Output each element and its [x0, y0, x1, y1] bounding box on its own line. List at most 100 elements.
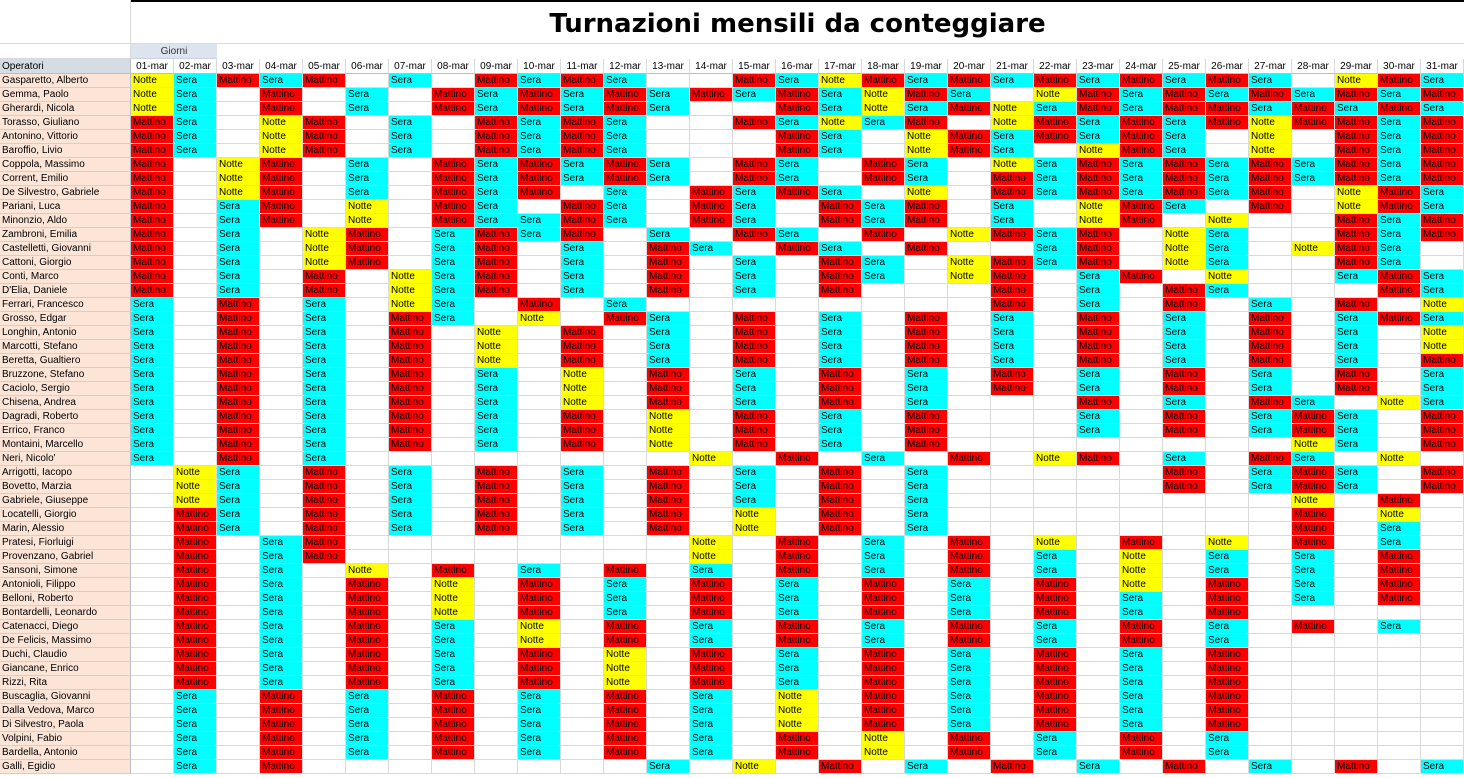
shift-cell[interactable] — [389, 620, 432, 634]
shift-cell[interactable]: Mattino — [1163, 382, 1206, 396]
shift-cell[interactable] — [174, 172, 217, 186]
shift-cell[interactable] — [647, 606, 690, 620]
shift-cell[interactable]: Notte — [1292, 494, 1335, 508]
shift-cell[interactable]: Sera — [991, 214, 1034, 228]
shift-cell[interactable] — [690, 284, 733, 298]
shift-cell[interactable] — [776, 494, 819, 508]
shift-cell[interactable] — [1335, 662, 1378, 676]
shift-cell[interactable]: Sera — [303, 382, 346, 396]
shift-cell[interactable] — [131, 466, 174, 480]
shift-cell[interactable] — [346, 452, 389, 466]
shift-cell[interactable]: Mattino — [561, 214, 604, 228]
operator-name[interactable]: De Silvestro, Gabriele — [0, 186, 131, 200]
shift-cell[interactable] — [1077, 732, 1120, 746]
shift-cell[interactable]: Mattino — [690, 648, 733, 662]
shift-cell[interactable] — [389, 592, 432, 606]
shift-cell[interactable]: Sera — [518, 144, 561, 158]
shift-cell[interactable]: Sera — [432, 648, 475, 662]
shift-cell[interactable]: Mattino — [389, 424, 432, 438]
shift-cell[interactable]: Sera — [518, 564, 561, 578]
shift-cell[interactable] — [1249, 676, 1292, 690]
shift-cell[interactable] — [1163, 676, 1206, 690]
shift-cell[interactable]: Mattino — [475, 144, 518, 158]
shift-cell[interactable]: Sera — [303, 298, 346, 312]
shift-cell[interactable] — [174, 396, 217, 410]
shift-cell[interactable]: Mattino — [647, 242, 690, 256]
shift-cell[interactable]: Mattino — [1120, 536, 1163, 550]
shift-cell[interactable] — [217, 746, 260, 760]
shift-cell[interactable] — [690, 508, 733, 522]
shift-cell[interactable]: Notte — [819, 116, 862, 130]
shift-cell[interactable]: Sera — [1206, 284, 1249, 298]
shift-cell[interactable]: Mattino — [1034, 606, 1077, 620]
shift-cell[interactable]: Mattino — [1163, 158, 1206, 172]
shift-cell[interactable]: Notte — [1034, 88, 1077, 102]
shift-cell[interactable]: Mattino — [604, 564, 647, 578]
shift-cell[interactable]: Mattino — [346, 620, 389, 634]
shift-cell[interactable]: Sera — [948, 648, 991, 662]
shift-cell[interactable]: Sera — [604, 144, 647, 158]
shift-cell[interactable] — [1249, 256, 1292, 270]
shift-cell[interactable]: Sera — [1120, 606, 1163, 620]
shift-cell[interactable]: Mattino — [1378, 592, 1421, 606]
shift-cell[interactable] — [690, 424, 733, 438]
shift-cell[interactable]: Sera — [905, 74, 948, 88]
shift-cell[interactable]: Sera — [131, 396, 174, 410]
shift-cell[interactable]: Sera — [733, 480, 776, 494]
shift-cell[interactable]: Sera — [217, 480, 260, 494]
shift-cell[interactable]: Mattino — [561, 424, 604, 438]
shift-cell[interactable]: Mattino — [1421, 158, 1464, 172]
shift-cell[interactable] — [1034, 396, 1077, 410]
shift-cell[interactable]: Mattino — [432, 172, 475, 186]
shift-cell[interactable] — [1421, 690, 1464, 704]
shift-cell[interactable] — [1034, 522, 1077, 536]
shift-cell[interactable]: Sera — [948, 88, 991, 102]
shift-cell[interactable] — [389, 228, 432, 242]
shift-cell[interactable] — [991, 522, 1034, 536]
shift-cell[interactable]: Mattino — [647, 480, 690, 494]
shift-cell[interactable] — [690, 102, 733, 116]
shift-cell[interactable]: Mattino — [131, 172, 174, 186]
shift-cell[interactable]: Notte — [991, 116, 1034, 130]
shift-cell[interactable]: Notte — [174, 480, 217, 494]
shift-cell[interactable] — [948, 438, 991, 452]
shift-cell[interactable] — [819, 564, 862, 578]
shift-cell[interactable]: Sera — [647, 88, 690, 102]
shift-cell[interactable] — [991, 396, 1034, 410]
shift-cell[interactable]: Sera — [432, 242, 475, 256]
shift-cell[interactable]: Mattino — [1249, 452, 1292, 466]
shift-cell[interactable] — [647, 550, 690, 564]
shift-cell[interactable]: Mattino — [1206, 606, 1249, 620]
shift-cell[interactable] — [1292, 186, 1335, 200]
shift-cell[interactable]: Mattino — [1421, 116, 1464, 130]
shift-cell[interactable] — [991, 648, 1034, 662]
shift-cell[interactable] — [1206, 522, 1249, 536]
shift-cell[interactable] — [1206, 494, 1249, 508]
shift-cell[interactable]: Mattino — [303, 494, 346, 508]
shift-cell[interactable]: Mattino — [1206, 592, 1249, 606]
shift-cell[interactable] — [260, 284, 303, 298]
shift-cell[interactable]: Mattino — [776, 186, 819, 200]
day-header[interactable]: 02-mar — [174, 59, 217, 74]
shift-cell[interactable]: Notte — [346, 214, 389, 228]
shift-cell[interactable] — [1335, 606, 1378, 620]
operator-name[interactable]: Catenacci, Diego — [0, 620, 131, 634]
shift-cell[interactable]: Mattino — [1335, 158, 1378, 172]
shift-cell[interactable]: Sera — [776, 74, 819, 88]
shift-cell[interactable]: Mattino — [647, 396, 690, 410]
shift-cell[interactable]: Sera — [1421, 270, 1464, 284]
shift-cell[interactable]: Mattino — [217, 74, 260, 88]
shift-cell[interactable]: Sera — [174, 732, 217, 746]
shift-cell[interactable]: Sera — [1077, 270, 1120, 284]
shift-cell[interactable]: Sera — [1292, 578, 1335, 592]
shift-cell[interactable]: Mattino — [647, 494, 690, 508]
shift-cell[interactable]: Sera — [217, 256, 260, 270]
shift-cell[interactable] — [776, 480, 819, 494]
shift-cell[interactable] — [647, 690, 690, 704]
shift-cell[interactable] — [905, 270, 948, 284]
shift-cell[interactable]: Sera — [1120, 102, 1163, 116]
shift-cell[interactable]: Sera — [260, 648, 303, 662]
shift-cell[interactable]: Mattino — [604, 620, 647, 634]
shift-cell[interactable]: Sera — [475, 438, 518, 452]
shift-cell[interactable]: Mattino — [948, 620, 991, 634]
